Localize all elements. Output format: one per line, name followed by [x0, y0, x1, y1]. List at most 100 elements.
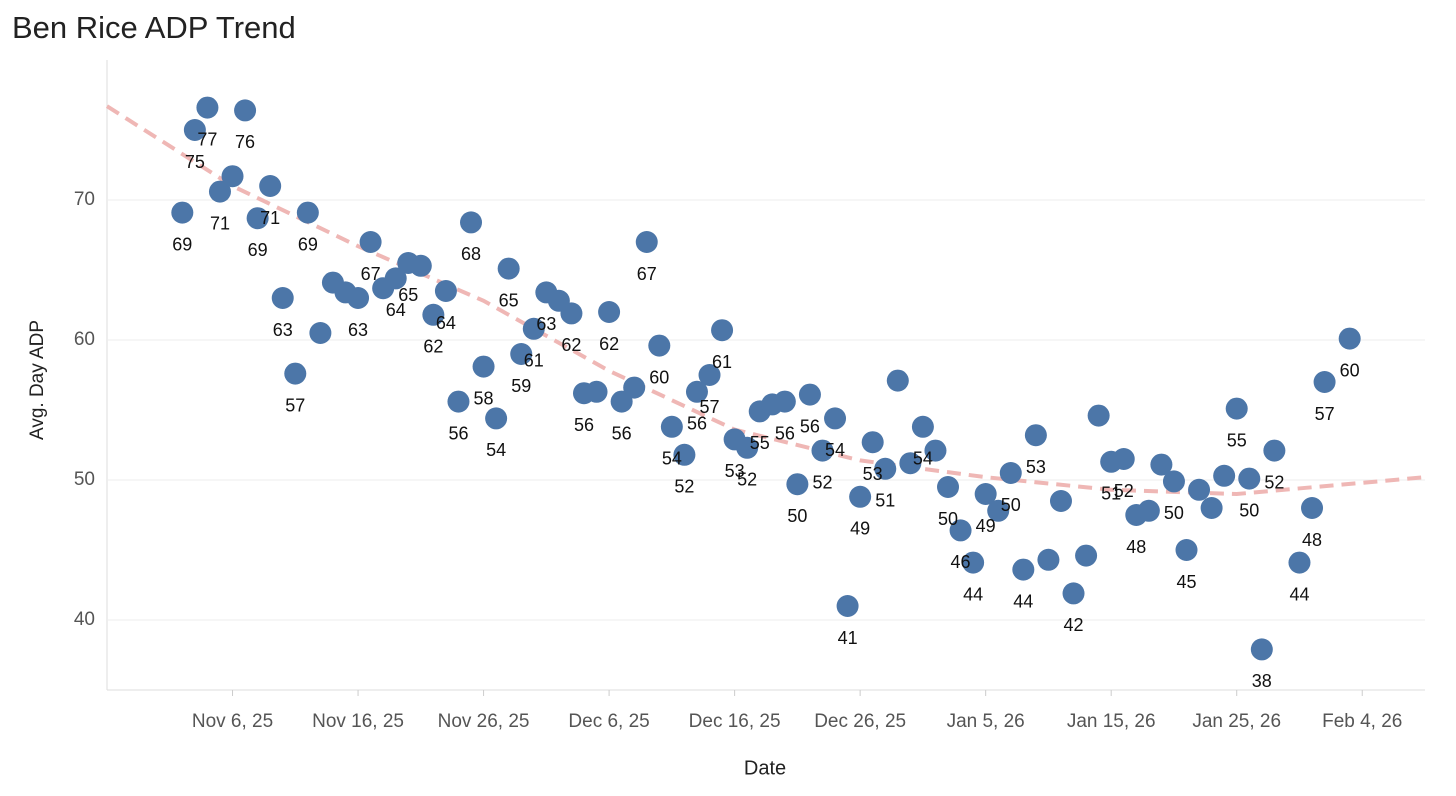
x-tick-label: Dec 26, 25 [814, 711, 906, 732]
point [1188, 478, 1211, 501]
value-label: 61 [524, 351, 544, 371]
value-label: 63 [536, 314, 556, 334]
x-tick-label: Nov 6, 25 [192, 711, 273, 732]
point [598, 301, 621, 323]
point [711, 319, 734, 342]
value-label: 56 [687, 414, 707, 434]
point [874, 457, 897, 480]
point [949, 519, 972, 542]
point [384, 267, 407, 290]
point [962, 551, 985, 574]
point [773, 390, 796, 413]
point [1175, 539, 1198, 561]
value-label: 69 [172, 234, 192, 254]
point [1338, 327, 1361, 350]
point [698, 364, 721, 386]
point [1087, 404, 1110, 427]
point [284, 362, 307, 385]
point [635, 231, 658, 253]
point [1238, 467, 1261, 490]
value-label: 64 [436, 313, 456, 333]
value-label: 53 [725, 461, 745, 481]
point [497, 257, 520, 280]
y-tick-label: 60 [74, 329, 95, 350]
point [485, 407, 508, 430]
point [472, 355, 495, 378]
value-label: 52 [674, 477, 694, 497]
point [610, 390, 633, 413]
value-label: 57 [699, 397, 719, 417]
x-tick-label: Nov 16, 25 [312, 711, 404, 732]
value-label: 53 [1026, 457, 1046, 477]
value-label: 56 [448, 423, 468, 443]
value-label: 62 [561, 335, 581, 355]
point [447, 390, 470, 413]
x-tick-label: Feb 4, 26 [1322, 711, 1402, 732]
point [1012, 558, 1035, 581]
point [1213, 464, 1236, 487]
point [798, 383, 821, 406]
point [999, 462, 1022, 484]
value-label: 67 [637, 264, 657, 284]
value-label: 45 [1176, 572, 1196, 592]
value-label: 49 [976, 516, 996, 536]
point [660, 415, 683, 438]
point [1062, 582, 1085, 605]
value-label: 51 [875, 491, 895, 511]
point [271, 287, 294, 309]
x-axis-label: Date [744, 757, 786, 779]
point [1288, 551, 1311, 574]
value-label: 75 [185, 152, 205, 172]
value-label: 50 [1001, 495, 1021, 515]
point [409, 254, 432, 277]
point [560, 302, 583, 325]
point [861, 431, 884, 454]
point [937, 476, 960, 498]
point [422, 303, 445, 326]
value-label: 58 [474, 388, 494, 408]
value-label: 44 [1289, 584, 1309, 604]
point [1200, 497, 1223, 519]
value-label: 41 [838, 628, 858, 648]
value-label: 42 [1064, 615, 1084, 635]
value-label: 54 [662, 449, 682, 469]
point [183, 119, 206, 141]
value-label: 62 [423, 337, 443, 357]
point [1112, 448, 1135, 470]
value-label: 57 [285, 395, 305, 415]
point [648, 334, 671, 357]
value-label: 38 [1252, 671, 1272, 691]
value-label: 55 [750, 433, 770, 453]
y-tick-label: 50 [74, 469, 95, 490]
value-label: 69 [248, 240, 268, 260]
value-label: 71 [260, 208, 280, 228]
point [221, 165, 244, 188]
value-label: 64 [386, 300, 406, 320]
value-label: 71 [210, 213, 230, 233]
x-tick-label: Dec 6, 25 [568, 711, 649, 732]
value-label: 60 [1340, 360, 1360, 380]
point [1313, 371, 1336, 393]
point [208, 180, 231, 203]
value-label: 44 [963, 584, 983, 604]
point [886, 369, 909, 392]
point [434, 280, 457, 302]
value-label: 56 [612, 423, 632, 443]
value-label: 49 [850, 519, 870, 539]
point [1301, 497, 1324, 519]
point [522, 317, 545, 340]
point [1150, 453, 1173, 476]
point [234, 99, 257, 122]
point [911, 415, 934, 438]
point [1049, 490, 1072, 512]
chart-title: Ben Rice ADP Trend [12, 10, 296, 45]
value-label: 59 [511, 376, 531, 396]
value-label: 50 [787, 506, 807, 526]
point [171, 201, 194, 224]
point [836, 595, 859, 617]
point [987, 499, 1010, 522]
point [1075, 544, 1098, 567]
point [296, 201, 319, 224]
value-label: 54 [486, 440, 506, 460]
